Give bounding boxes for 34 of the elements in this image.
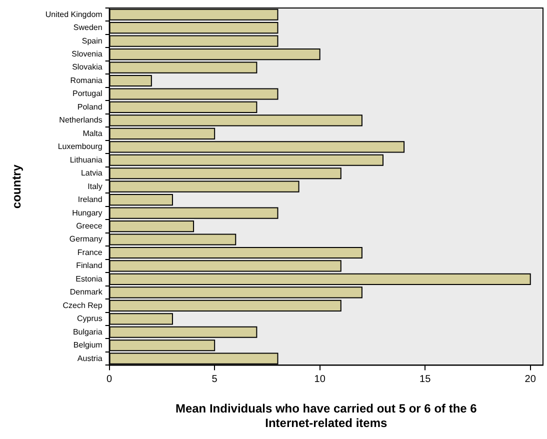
y-tick-label: Ireland [78,195,102,204]
y-tick-label: Estonia [76,274,103,284]
y-tick-label: Spain [82,36,102,46]
y-tick-label: Portugal [72,89,103,98]
x-tick-label: 0 [106,374,113,385]
x-tick-label: 5 [212,374,218,385]
y-axis-title: country [10,164,24,209]
y-tick-label: Cyprus [76,314,102,324]
y-tick-label: Netherlands [59,116,102,125]
y-tick-label: Malta [82,128,103,138]
y-tick-label: Austria [77,354,103,363]
y-tick-label: Belgium [73,340,103,350]
x-tick-label: 10 [314,374,326,385]
y-tick-label: Luxembourg [58,142,102,152]
y-tick-label: Greece [76,221,103,230]
y-tick-label: Poland [77,102,102,112]
y-tick-label: Hungary [72,208,102,218]
y-tick-label: Lithuania [70,155,103,164]
x-axis-title: Mean Individuals who have carried out 5 or 6 of the 6 Internet-related items [175,402,478,430]
y-tick-label: Romania [70,76,103,85]
y-tick-label: Slovenia [72,50,103,59]
x-tick-label: 20 [524,374,536,385]
x-tick-label: 15 [420,374,432,385]
y-tick-label: Germany [69,234,102,244]
y-tick-label: Finland [76,261,102,270]
y-tick-label: Sweden [73,23,102,32]
y-tick-label: Latvia [80,168,103,178]
y-tick-label: United Kingdom [45,10,103,19]
y-tick-label: Italy [88,182,102,191]
y-tick-label: Czech Rep [62,300,103,310]
y-tick-label: France [77,248,103,257]
y-tick-label: Slovakia [72,62,103,72]
y-tick-label: Bulgaria [72,327,103,336]
y-tick-label: Denmark [70,288,104,297]
